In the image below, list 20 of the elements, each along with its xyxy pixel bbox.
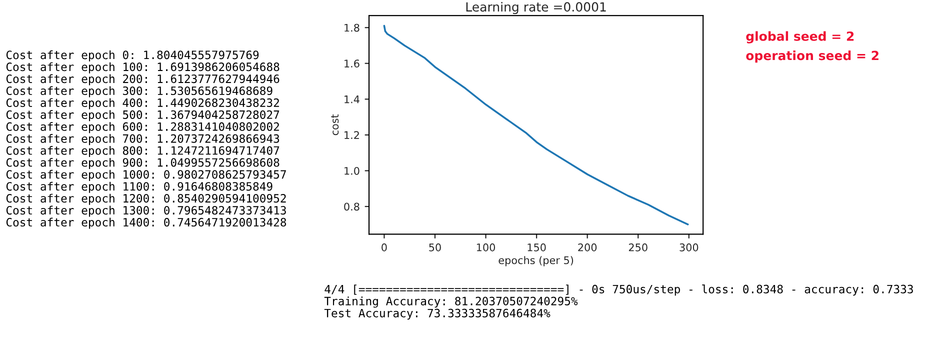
x-tick-label: 200: [578, 243, 597, 252]
y-tick-label: 1.8: [344, 24, 360, 32]
x-tick-label: 0: [382, 243, 387, 252]
x-tick-label: 100: [476, 243, 496, 252]
y-tick-label: 1.0: [344, 166, 360, 175]
x-tick-label: 250: [628, 243, 648, 252]
y-axis-title: cost: [331, 114, 339, 136]
x-tick-label: 300: [680, 243, 698, 252]
y-tick-label: 0.8: [344, 202, 360, 211]
text: 4/4 [==============================] - 0s 750us/step - loss: 0.8348 - accuracy: 0.7333 Training Accuracy: 81.20370507240295% Test Accuracy: 73.33333587646484%: [324, 284, 913, 320]
y-tick-label: 1.4: [344, 96, 360, 104]
text: global seed = 2 operation seed = 2: [746, 31, 878, 63]
y-tick-label: 1.2: [344, 131, 359, 139]
x-axis-title: epochs (per 5): [498, 256, 574, 266]
text: Cost after epoch 0: 1.804045557975769 Cost after epoch 100: 1.6913986206054688 Cost after epoch 200: 1.6123777627944946 Cost after epoch 300: 1.530565619468689 Cost after epoch 400: 1.4490268230438232 Cost after epoch 500: 1.3679404258728027 Cost after epoch 600: 1.2883141040802002 Cost after epoch 700: 1.2073724269866943 Cost after epoch 800: 1.1247211694717407 Cost after epoch 900: 1.0499557256698608 Cost after epoch 1000: 0.9802708625793457 Cost after epoch 1100: 0.91646808385849 Cost after epoch 1200: 0.8540290594100952 Cost after epoch 1300: 0.7965482473373413 Cost after epoch 1400: 0.7456471920013428: [6, 50, 286, 229]
line-series: [383, 24, 689, 226]
x-tick-label: 150: [528, 243, 546, 252]
x-tick-label: 50: [429, 243, 441, 252]
y-tick-label: 1.6: [344, 60, 360, 68]
chart-title: Learning rate =0.0001: [466, 2, 606, 14]
